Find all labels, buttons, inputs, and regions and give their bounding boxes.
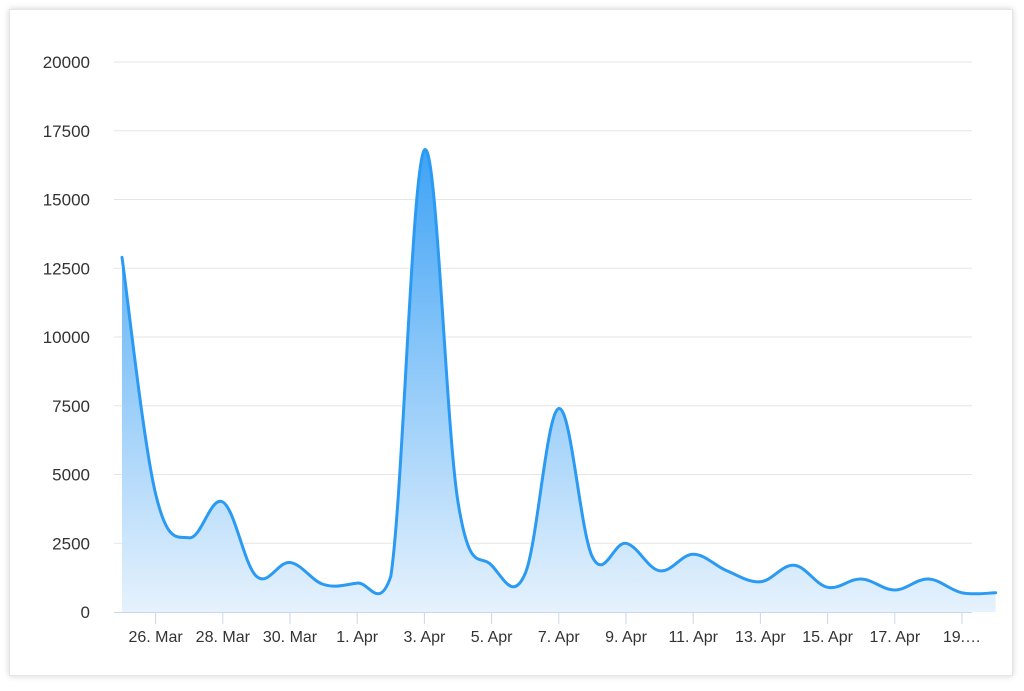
x-tick-label: 3. Apr bbox=[403, 629, 445, 646]
data-point[interactable] bbox=[521, 570, 529, 578]
x-tick-label: 11. Apr bbox=[668, 629, 718, 646]
data-point[interactable] bbox=[118, 253, 126, 261]
data-point[interactable] bbox=[891, 586, 899, 594]
y-tick-label: 0 bbox=[81, 603, 90, 622]
data-point[interactable] bbox=[857, 575, 865, 583]
data-point[interactable] bbox=[689, 550, 697, 558]
x-tick-label: 26. Mar bbox=[128, 629, 183, 646]
x-tick-label: 9. Apr bbox=[605, 629, 647, 646]
data-point[interactable] bbox=[723, 567, 731, 575]
data-point[interactable] bbox=[454, 498, 462, 506]
y-tick-label: 15000 bbox=[43, 191, 90, 210]
data-point[interactable] bbox=[790, 561, 798, 569]
y-tick-label: 10000 bbox=[43, 328, 90, 347]
data-point[interactable] bbox=[353, 579, 361, 587]
y-axis: 0 2500 5000 7500 10000 12500 15000 17500 20000 bbox=[43, 53, 90, 622]
area-fill bbox=[122, 149, 996, 612]
x-tick-label: 28. Mar bbox=[196, 629, 251, 646]
data-point[interactable] bbox=[622, 539, 630, 547]
data-point[interactable] bbox=[824, 583, 832, 591]
y-tick-label: 5000 bbox=[52, 466, 90, 485]
x-tick-label: 13. Apr bbox=[735, 629, 786, 646]
series-line[interactable] bbox=[120, 148, 998, 596]
data-point[interactable] bbox=[286, 559, 294, 567]
data-point[interactable] bbox=[252, 572, 260, 580]
data-point[interactable] bbox=[219, 498, 227, 506]
data-point[interactable] bbox=[152, 490, 160, 498]
data-point[interactable] bbox=[588, 553, 596, 561]
y-tick-label: 7500 bbox=[52, 397, 90, 416]
y-tick-label: 17500 bbox=[43, 122, 90, 141]
x-tick-label: 5. Apr bbox=[471, 629, 513, 646]
data-point[interactable] bbox=[185, 534, 193, 542]
y-tick-label: 12500 bbox=[43, 259, 90, 278]
y-tick-label: 2500 bbox=[52, 534, 90, 553]
data-point[interactable] bbox=[656, 567, 664, 575]
data-point[interactable] bbox=[992, 589, 1000, 597]
x-tick-label: 30. Mar bbox=[263, 629, 318, 646]
y-tick-label: 20000 bbox=[43, 53, 90, 72]
data-point[interactable] bbox=[924, 575, 932, 583]
series-area bbox=[118, 146, 1000, 612]
x-tick-label: 15. Apr bbox=[802, 629, 853, 646]
x-tick-label: 17. Apr bbox=[869, 629, 920, 646]
data-point[interactable] bbox=[958, 589, 966, 597]
data-point[interactable] bbox=[387, 572, 395, 580]
data-point[interactable] bbox=[320, 581, 328, 589]
x-tick-label: 19.… bbox=[943, 629, 981, 646]
data-point[interactable] bbox=[420, 146, 428, 154]
x-tick-label: 7. Apr bbox=[538, 629, 580, 646]
data-point[interactable] bbox=[488, 561, 496, 569]
x-axis: 26. Mar 28. Mar 30. Mar 1. Apr 3. Apr 5. Apr 7… bbox=[114, 612, 981, 646]
grid-lines bbox=[114, 61, 972, 544]
data-point[interactable] bbox=[555, 405, 563, 413]
data-point[interactable] bbox=[756, 578, 764, 586]
x-tick-label: 1. Apr bbox=[336, 629, 378, 646]
